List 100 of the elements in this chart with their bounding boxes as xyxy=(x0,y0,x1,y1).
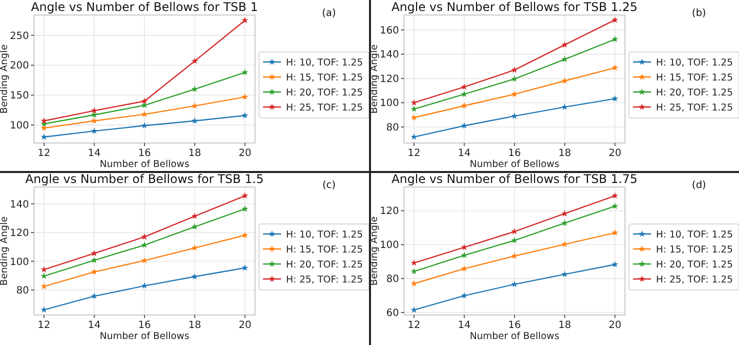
point xyxy=(141,122,148,129)
point xyxy=(612,64,618,71)
legend-label: H: 15, TOF: 1.25 xyxy=(286,72,363,84)
y-tick-label: 100 xyxy=(10,120,29,132)
y-tick-label: 120 xyxy=(10,228,29,240)
point xyxy=(40,282,48,290)
point xyxy=(511,236,518,244)
point xyxy=(141,242,148,248)
point xyxy=(511,228,518,234)
point xyxy=(40,133,48,140)
legend-label: H: 25, TOF: 1.25 xyxy=(656,102,733,114)
x-tick-label: 16 xyxy=(138,148,151,159)
point xyxy=(410,280,418,286)
x-tick-label: 14 xyxy=(88,148,101,159)
point xyxy=(410,306,418,313)
point xyxy=(191,273,198,280)
point xyxy=(460,292,468,299)
point xyxy=(460,122,468,129)
point xyxy=(410,114,418,120)
x-tick-label: 20 xyxy=(608,320,622,331)
x-tick-label: 16 xyxy=(508,148,521,159)
legend-label: H: 10, TOF: 1.25 xyxy=(286,58,363,68)
point xyxy=(612,202,618,210)
point xyxy=(191,244,198,251)
point xyxy=(612,95,618,102)
point xyxy=(511,252,518,259)
y-tick-label: 100 xyxy=(380,98,399,110)
y-tick-label: 100 xyxy=(380,240,399,252)
point xyxy=(242,68,248,76)
point xyxy=(612,260,618,268)
point xyxy=(242,205,248,212)
x-tick-label: 16 xyxy=(508,320,521,331)
point xyxy=(561,77,568,84)
chart-title: Angle vs Number of Bellows for TSB 1.75 xyxy=(391,172,638,186)
y-tick-label: 250 xyxy=(10,30,29,42)
point xyxy=(242,232,248,238)
x-axis-title: Number of Bellows xyxy=(470,159,560,170)
point xyxy=(141,257,148,264)
legend-label: H: 10, TOF: 1.25 xyxy=(656,58,733,68)
y-tick-label: 80 xyxy=(386,122,399,134)
legend-label: H: 15, TOF: 1.25 xyxy=(656,244,733,256)
point xyxy=(141,98,148,104)
x-tick-label: 12 xyxy=(38,320,50,331)
x-tick-label: 18 xyxy=(188,320,202,331)
point xyxy=(191,86,198,92)
chart-title: Angle vs Number of Bellows for TSB 1.25 xyxy=(391,0,638,14)
legend-label: H: 25, TOF: 1.25 xyxy=(286,274,363,286)
point xyxy=(191,212,198,220)
point xyxy=(612,36,618,42)
chart-title: Angle vs Number of Bellows for TSB 1 xyxy=(31,0,258,14)
point xyxy=(40,117,48,124)
y-tick-label: 140 xyxy=(10,199,29,210)
point xyxy=(561,104,568,110)
legend-label: H: 10, TOF: 1.25 xyxy=(286,230,363,240)
x-tick-label: 20 xyxy=(608,148,622,159)
point xyxy=(410,105,418,112)
y-tick-label: 60 xyxy=(386,308,399,319)
point xyxy=(612,192,618,199)
legend-label: H: 10, TOF: 1.25 xyxy=(656,230,733,240)
x-axis-title: Number of Bellows xyxy=(470,331,560,342)
x-tick-label: 14 xyxy=(458,148,471,159)
x-tick-label: 18 xyxy=(558,148,572,159)
y-axis-title: Bending Angle xyxy=(0,216,10,286)
chart-title: Angle vs Number of Bellows for TSB 1.5 xyxy=(25,172,264,186)
point xyxy=(561,56,568,62)
x-tick-label: 12 xyxy=(408,320,420,331)
point xyxy=(460,83,468,90)
legend-label: H: 15, TOF: 1.25 xyxy=(286,244,363,256)
point xyxy=(410,259,418,266)
point xyxy=(90,292,98,300)
legend-label: H: 15, TOF: 1.25 xyxy=(656,72,733,84)
y-tick-label: 120 xyxy=(380,206,399,218)
point xyxy=(561,220,568,226)
point xyxy=(40,266,48,272)
point xyxy=(410,268,418,274)
point xyxy=(410,133,418,140)
point xyxy=(90,128,98,134)
point xyxy=(410,99,418,106)
x-tick-label: 18 xyxy=(558,320,572,331)
point xyxy=(511,75,518,82)
x-axis-title: Number of Bellows xyxy=(100,159,190,170)
y-tick-label: 140 xyxy=(380,50,399,61)
y-axis-title: Bending Angle xyxy=(0,44,10,114)
point xyxy=(191,102,198,109)
x-tick-label: 14 xyxy=(458,320,471,331)
point xyxy=(561,240,568,248)
point xyxy=(40,272,48,279)
legend-label: H: 20, TOF: 1.25 xyxy=(656,260,733,270)
point xyxy=(242,264,248,271)
point xyxy=(242,16,248,24)
legend-label: H: 20, TOF: 1.25 xyxy=(286,88,363,98)
y-tick-label: 100 xyxy=(10,256,29,268)
point xyxy=(40,306,48,313)
point xyxy=(141,110,148,118)
point xyxy=(90,107,98,114)
point xyxy=(141,102,148,108)
y-tick-label: 80 xyxy=(386,274,399,286)
point xyxy=(511,90,518,98)
x-tick-label: 12 xyxy=(408,148,420,159)
point xyxy=(90,268,98,275)
